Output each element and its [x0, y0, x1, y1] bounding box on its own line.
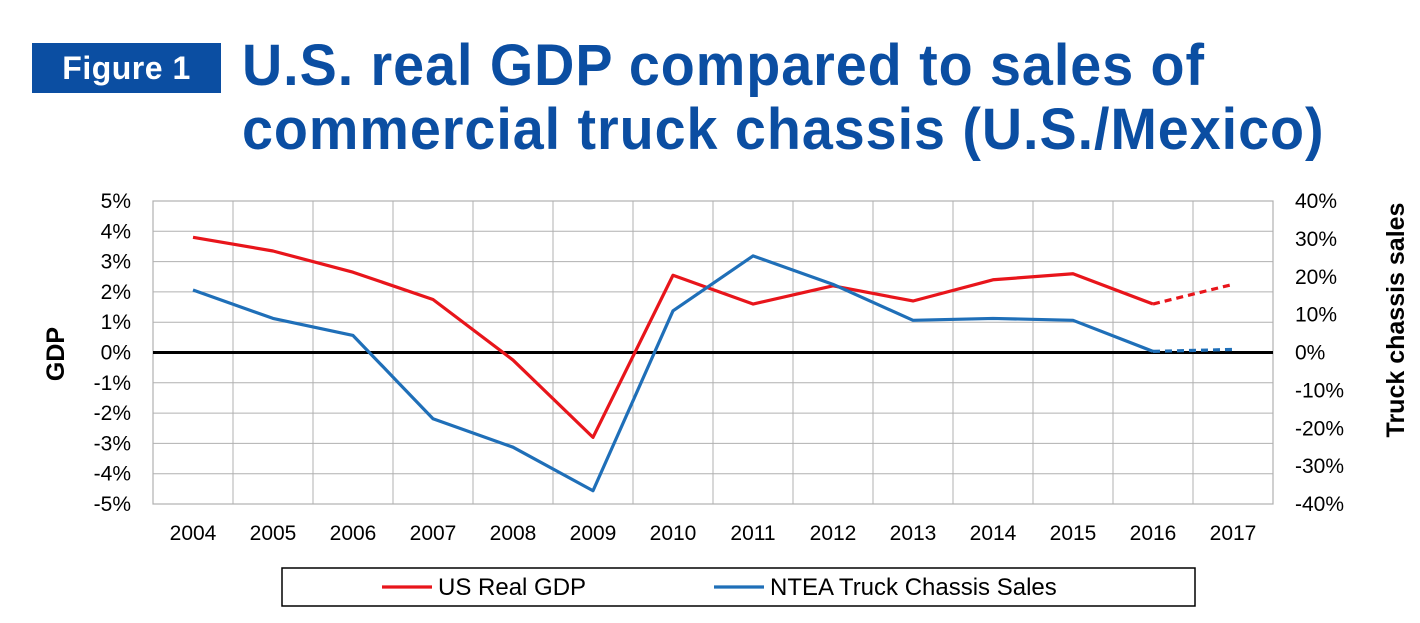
y-tick-label: 3% — [101, 251, 131, 274]
y2-tick-label: 20% — [1295, 266, 1337, 289]
legend: US Real GDP NTEA Truck Chassis Sales — [281, 567, 1196, 607]
y-tick-label: -3% — [94, 432, 131, 455]
x-tick-label: 2011 — [730, 522, 775, 545]
x-tick-label: 2005 — [250, 522, 297, 545]
y-tick-label: -2% — [94, 402, 131, 425]
y2-tick-label: 10% — [1295, 304, 1337, 327]
y-tick-label: 1% — [101, 311, 131, 334]
y-tick-label: -4% — [94, 463, 131, 486]
series-line-2 — [192, 254, 1154, 493]
y2-tick-label: -10% — [1295, 379, 1344, 402]
x-tick-label: 2009 — [570, 522, 617, 545]
x-tick-label: 2014 — [970, 522, 1017, 545]
right-axis-ticks: 40% 30% 20% 10% 0% -10% -20% -30% -40% — [1295, 190, 1344, 516]
y2-tick-label: 0% — [1295, 342, 1325, 365]
y2-tick-label: 30% — [1295, 228, 1337, 251]
left-axis-label: GDP — [42, 327, 70, 381]
series-lines — [192, 235, 1234, 493]
x-tick-label: 2006 — [330, 522, 377, 545]
y2-tick-label: -20% — [1295, 417, 1344, 440]
x-axis-ticks: 2004 2005 2006 2007 2008 2009 2010 2011 2012 2013… — [170, 522, 1257, 545]
y2-tick-label: -30% — [1295, 455, 1344, 478]
x-tick-label: 2015 — [1050, 522, 1097, 545]
legend-label: US Real GDP — [438, 574, 586, 601]
y2-tick-label: -40% — [1295, 493, 1344, 516]
chart-title-line-1: U.S. real GDP compared to sales of — [242, 33, 1206, 98]
left-axis-ticks: 5% 4% 3% 2% 1% 0% -1% -2% -3% -4% -5% — [94, 190, 131, 516]
right-axis-label: Truck chassis sales — [1382, 203, 1410, 438]
y-tick-label: 0% — [101, 342, 131, 365]
x-tick-label: 2013 — [890, 522, 937, 545]
legend-label: NTEA Truck Chassis Sales — [770, 574, 1057, 601]
y-tick-label: -5% — [94, 493, 131, 516]
series-forecast-1 — [1152, 282, 1234, 306]
y-tick-label: 4% — [101, 220, 131, 243]
x-tick-label: 2008 — [490, 522, 537, 545]
y-tick-label: -1% — [94, 372, 131, 395]
x-tick-label: 2010 — [650, 522, 697, 545]
x-tick-label: 2004 — [170, 522, 217, 545]
chart-title: U.S. real GDP compared to sales of comme… — [242, 34, 1356, 162]
x-tick-label: 2017 — [1210, 522, 1257, 545]
x-tick-label: 2012 — [810, 522, 857, 545]
chart-title-line-2: commercial truck chassis (U.S./Mexico) — [242, 97, 1325, 162]
x-tick-label: 2007 — [410, 522, 457, 545]
y2-tick-label: 40% — [1295, 190, 1337, 213]
series-forecast-2 — [1152, 347, 1234, 353]
series-line-1 — [192, 235, 1154, 439]
x-tick-label: 2016 — [1130, 522, 1177, 545]
figure-label: Figure 1 — [32, 43, 221, 93]
y-tick-label: 2% — [101, 281, 131, 304]
y-tick-label: 5% — [101, 190, 131, 213]
